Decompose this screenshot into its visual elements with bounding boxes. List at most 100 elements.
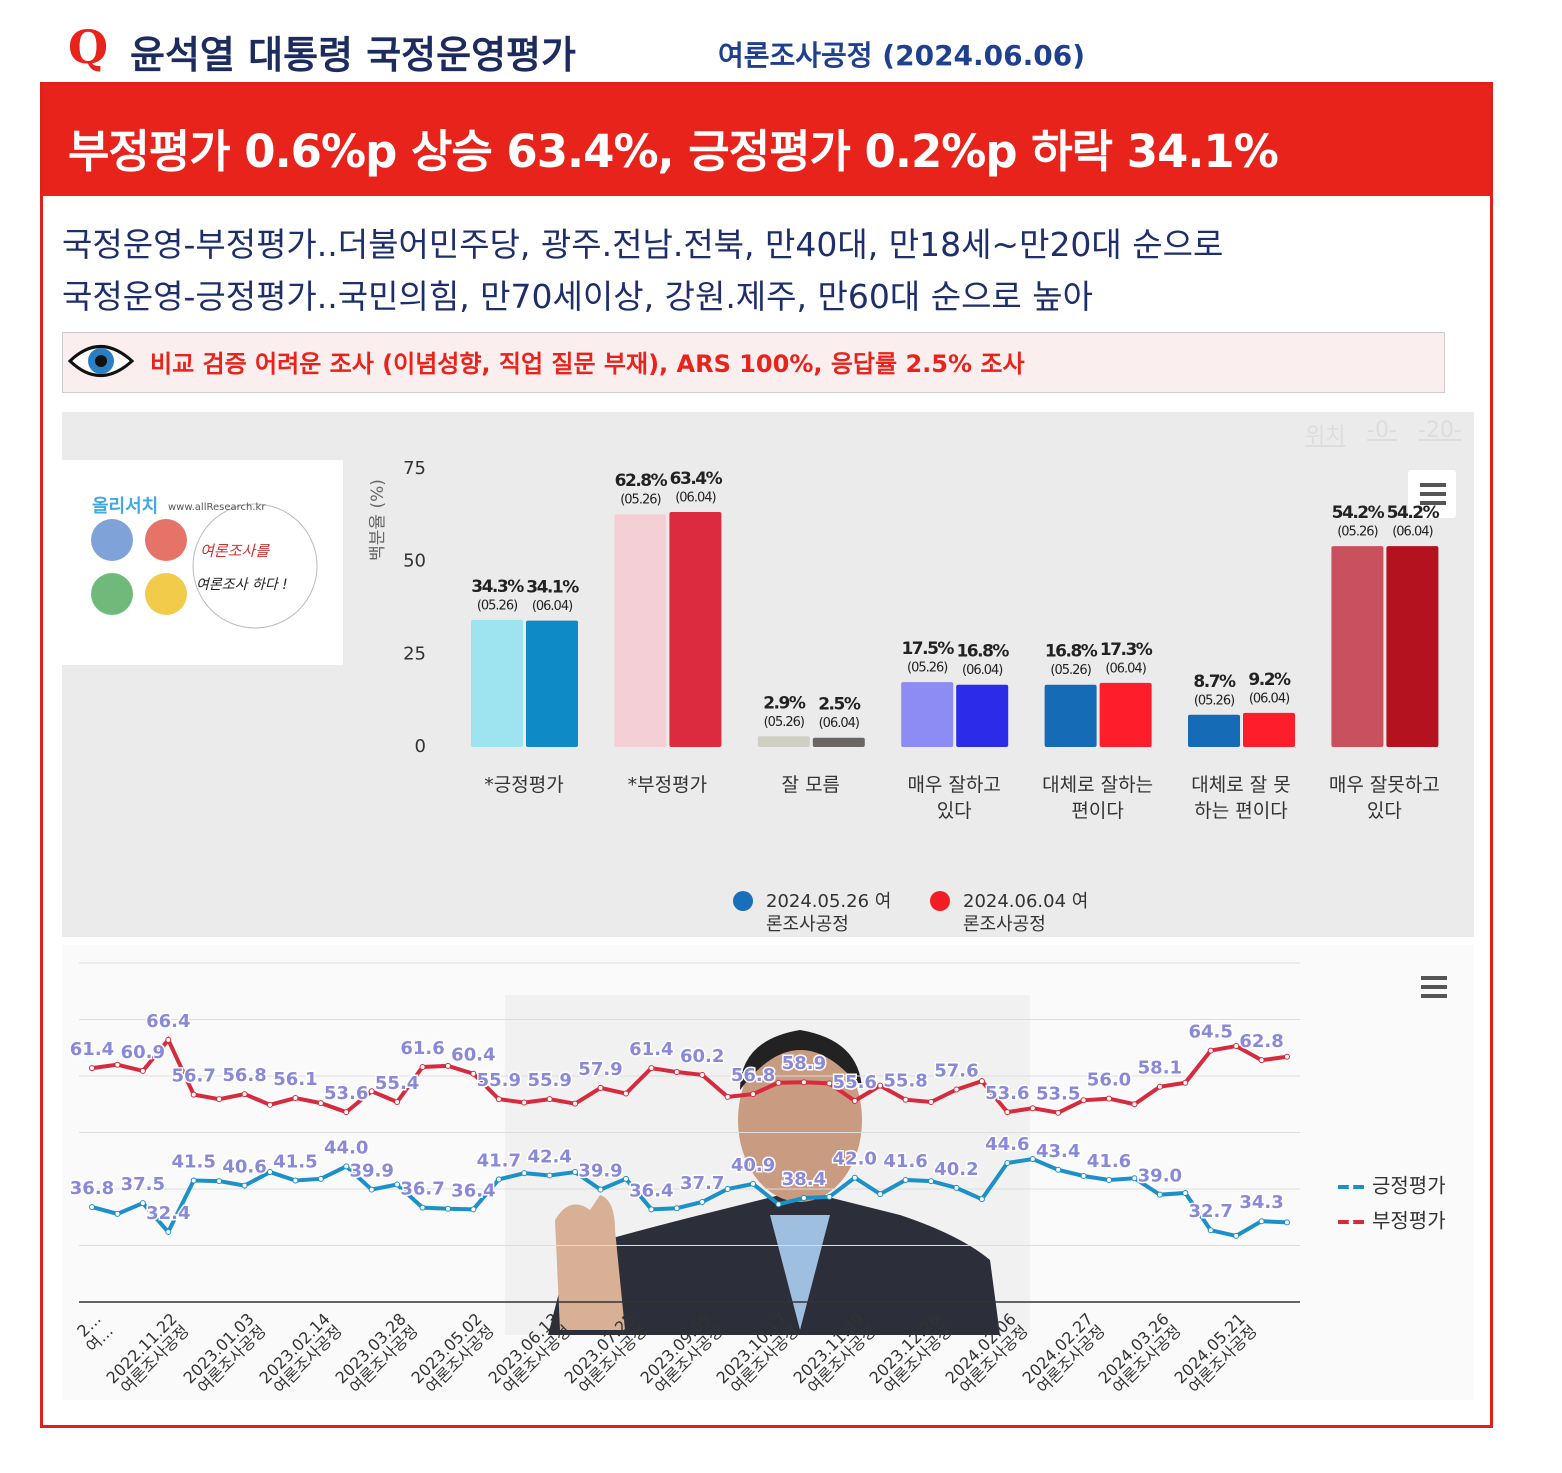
point bbox=[368, 1186, 375, 1193]
legend-marker bbox=[733, 891, 753, 911]
menu-button[interactable] bbox=[1408, 470, 1456, 518]
date-label: (06.04) bbox=[532, 599, 572, 614]
date-label: (05.26) bbox=[764, 715, 804, 730]
point bbox=[444, 1062, 451, 1069]
date-label: (05.26) bbox=[620, 493, 660, 508]
value-label: 41.6 bbox=[1087, 1151, 1131, 1172]
bar bbox=[1188, 714, 1240, 747]
value-label: 40.6 bbox=[222, 1157, 266, 1178]
x-tick-label: *부정평가 bbox=[627, 774, 708, 796]
y-tick-label: 75 bbox=[403, 458, 426, 479]
value-label: 60.2 bbox=[680, 1046, 724, 1067]
value-label: 9.2% bbox=[1248, 670, 1291, 690]
bar bbox=[956, 684, 1009, 747]
value-label: 61.4 bbox=[70, 1039, 114, 1060]
legend-label: 부정평가 bbox=[1372, 1209, 1446, 1233]
series-line bbox=[91, 1036, 1288, 1115]
photo bbox=[505, 995, 1030, 1335]
date-label: (06.04) bbox=[819, 716, 859, 731]
value-label: 64.5 bbox=[1189, 1022, 1233, 1043]
bar bbox=[614, 514, 667, 747]
point bbox=[1080, 1173, 1087, 1180]
x-axis-labels: 2... 여... 2022.11.22 여론조사공정 2023.01.03 여론조… bbox=[62, 945, 1474, 1400]
point bbox=[1258, 1218, 1265, 1225]
point bbox=[978, 1078, 985, 1085]
notice: 비교 검증 어려운 조사 (이념성향, 직업 질문 부재), ARS 100%,… bbox=[150, 350, 1025, 378]
point bbox=[572, 1100, 579, 1107]
value-label: 57.9 bbox=[578, 1059, 622, 1080]
position-link[interactable]: -20- bbox=[1418, 418, 1462, 443]
logo-url: www.allResearch.kr bbox=[168, 502, 266, 513]
bar bbox=[669, 511, 722, 747]
value-label: 53.6 bbox=[985, 1083, 1029, 1104]
point bbox=[266, 1101, 273, 1108]
point bbox=[1207, 1047, 1214, 1054]
value-label: 42.4 bbox=[527, 1146, 571, 1167]
value-label: 36.4 bbox=[451, 1180, 495, 1201]
date-label: (05.26) bbox=[477, 598, 517, 613]
value-label: 37.7 bbox=[680, 1173, 724, 1194]
value-label: 41.5 bbox=[273, 1152, 317, 1173]
legend-marker bbox=[1348, 1184, 1354, 1190]
point bbox=[139, 1067, 146, 1074]
value-label: 56.1 bbox=[273, 1069, 317, 1090]
value-label: 16.8% bbox=[956, 642, 1009, 662]
point bbox=[572, 1169, 579, 1176]
value-label: 8.7% bbox=[1193, 672, 1236, 692]
point bbox=[317, 1100, 324, 1107]
point bbox=[292, 1177, 299, 1184]
notice-box bbox=[62, 332, 1445, 393]
summary-line: 국정운영-부정평가..더불어민주당, 광주.전남.전북, 만40대, 만18세~… bbox=[62, 225, 1224, 264]
value-label: 63.4% bbox=[670, 469, 723, 489]
y-tick-label: 25 bbox=[403, 643, 426, 664]
value-label: 40.2 bbox=[934, 1159, 978, 1180]
date-label: (05.26) bbox=[907, 661, 947, 676]
value-label: 43.4 bbox=[1036, 1141, 1080, 1162]
point bbox=[1055, 1166, 1062, 1173]
value-label: 41.5 bbox=[171, 1152, 215, 1173]
value-label: 40.9 bbox=[731, 1155, 775, 1176]
position-link[interactable]: -0- bbox=[1367, 418, 1397, 443]
point bbox=[775, 1201, 782, 1208]
position-link[interactable]: 위치 bbox=[1305, 424, 1346, 449]
logo bbox=[62, 460, 343, 665]
point bbox=[953, 1086, 960, 1093]
point bbox=[444, 1205, 451, 1212]
logo-slogan: 여론조사 하다 ! bbox=[196, 577, 288, 593]
point bbox=[419, 1204, 426, 1211]
point bbox=[902, 1176, 909, 1183]
point bbox=[1233, 1043, 1240, 1050]
point bbox=[826, 1193, 833, 1200]
point bbox=[241, 1091, 248, 1098]
point bbox=[800, 1195, 807, 1202]
point bbox=[216, 1178, 223, 1185]
value-label: 39.9 bbox=[578, 1161, 622, 1182]
bar bbox=[757, 736, 810, 747]
point bbox=[1156, 1191, 1163, 1198]
value-label: 53.6 bbox=[324, 1083, 368, 1104]
point bbox=[521, 1099, 528, 1106]
point bbox=[800, 1079, 807, 1086]
point bbox=[394, 1181, 401, 1188]
x-tick-label: *긍정평가 bbox=[484, 774, 564, 796]
point bbox=[266, 1169, 273, 1176]
bar bbox=[1331, 546, 1384, 747]
headline-band bbox=[43, 85, 1490, 196]
bar bbox=[1044, 684, 1097, 747]
point bbox=[216, 1096, 223, 1103]
point bbox=[1055, 1109, 1062, 1116]
point bbox=[1106, 1176, 1113, 1183]
point bbox=[775, 1079, 782, 1086]
menu-button[interactable] bbox=[1410, 965, 1458, 1010]
y-tick-label: 50 bbox=[403, 551, 426, 572]
value-label: 60.4 bbox=[451, 1045, 495, 1066]
bar bbox=[812, 737, 865, 747]
point bbox=[1029, 1156, 1036, 1163]
value-label: 36.7 bbox=[400, 1179, 444, 1200]
point bbox=[648, 1065, 655, 1072]
bar bbox=[471, 619, 523, 747]
x-tick-label: 매우 잘하고 있다 bbox=[907, 774, 1001, 822]
point bbox=[521, 1170, 528, 1177]
point bbox=[1233, 1232, 1240, 1239]
